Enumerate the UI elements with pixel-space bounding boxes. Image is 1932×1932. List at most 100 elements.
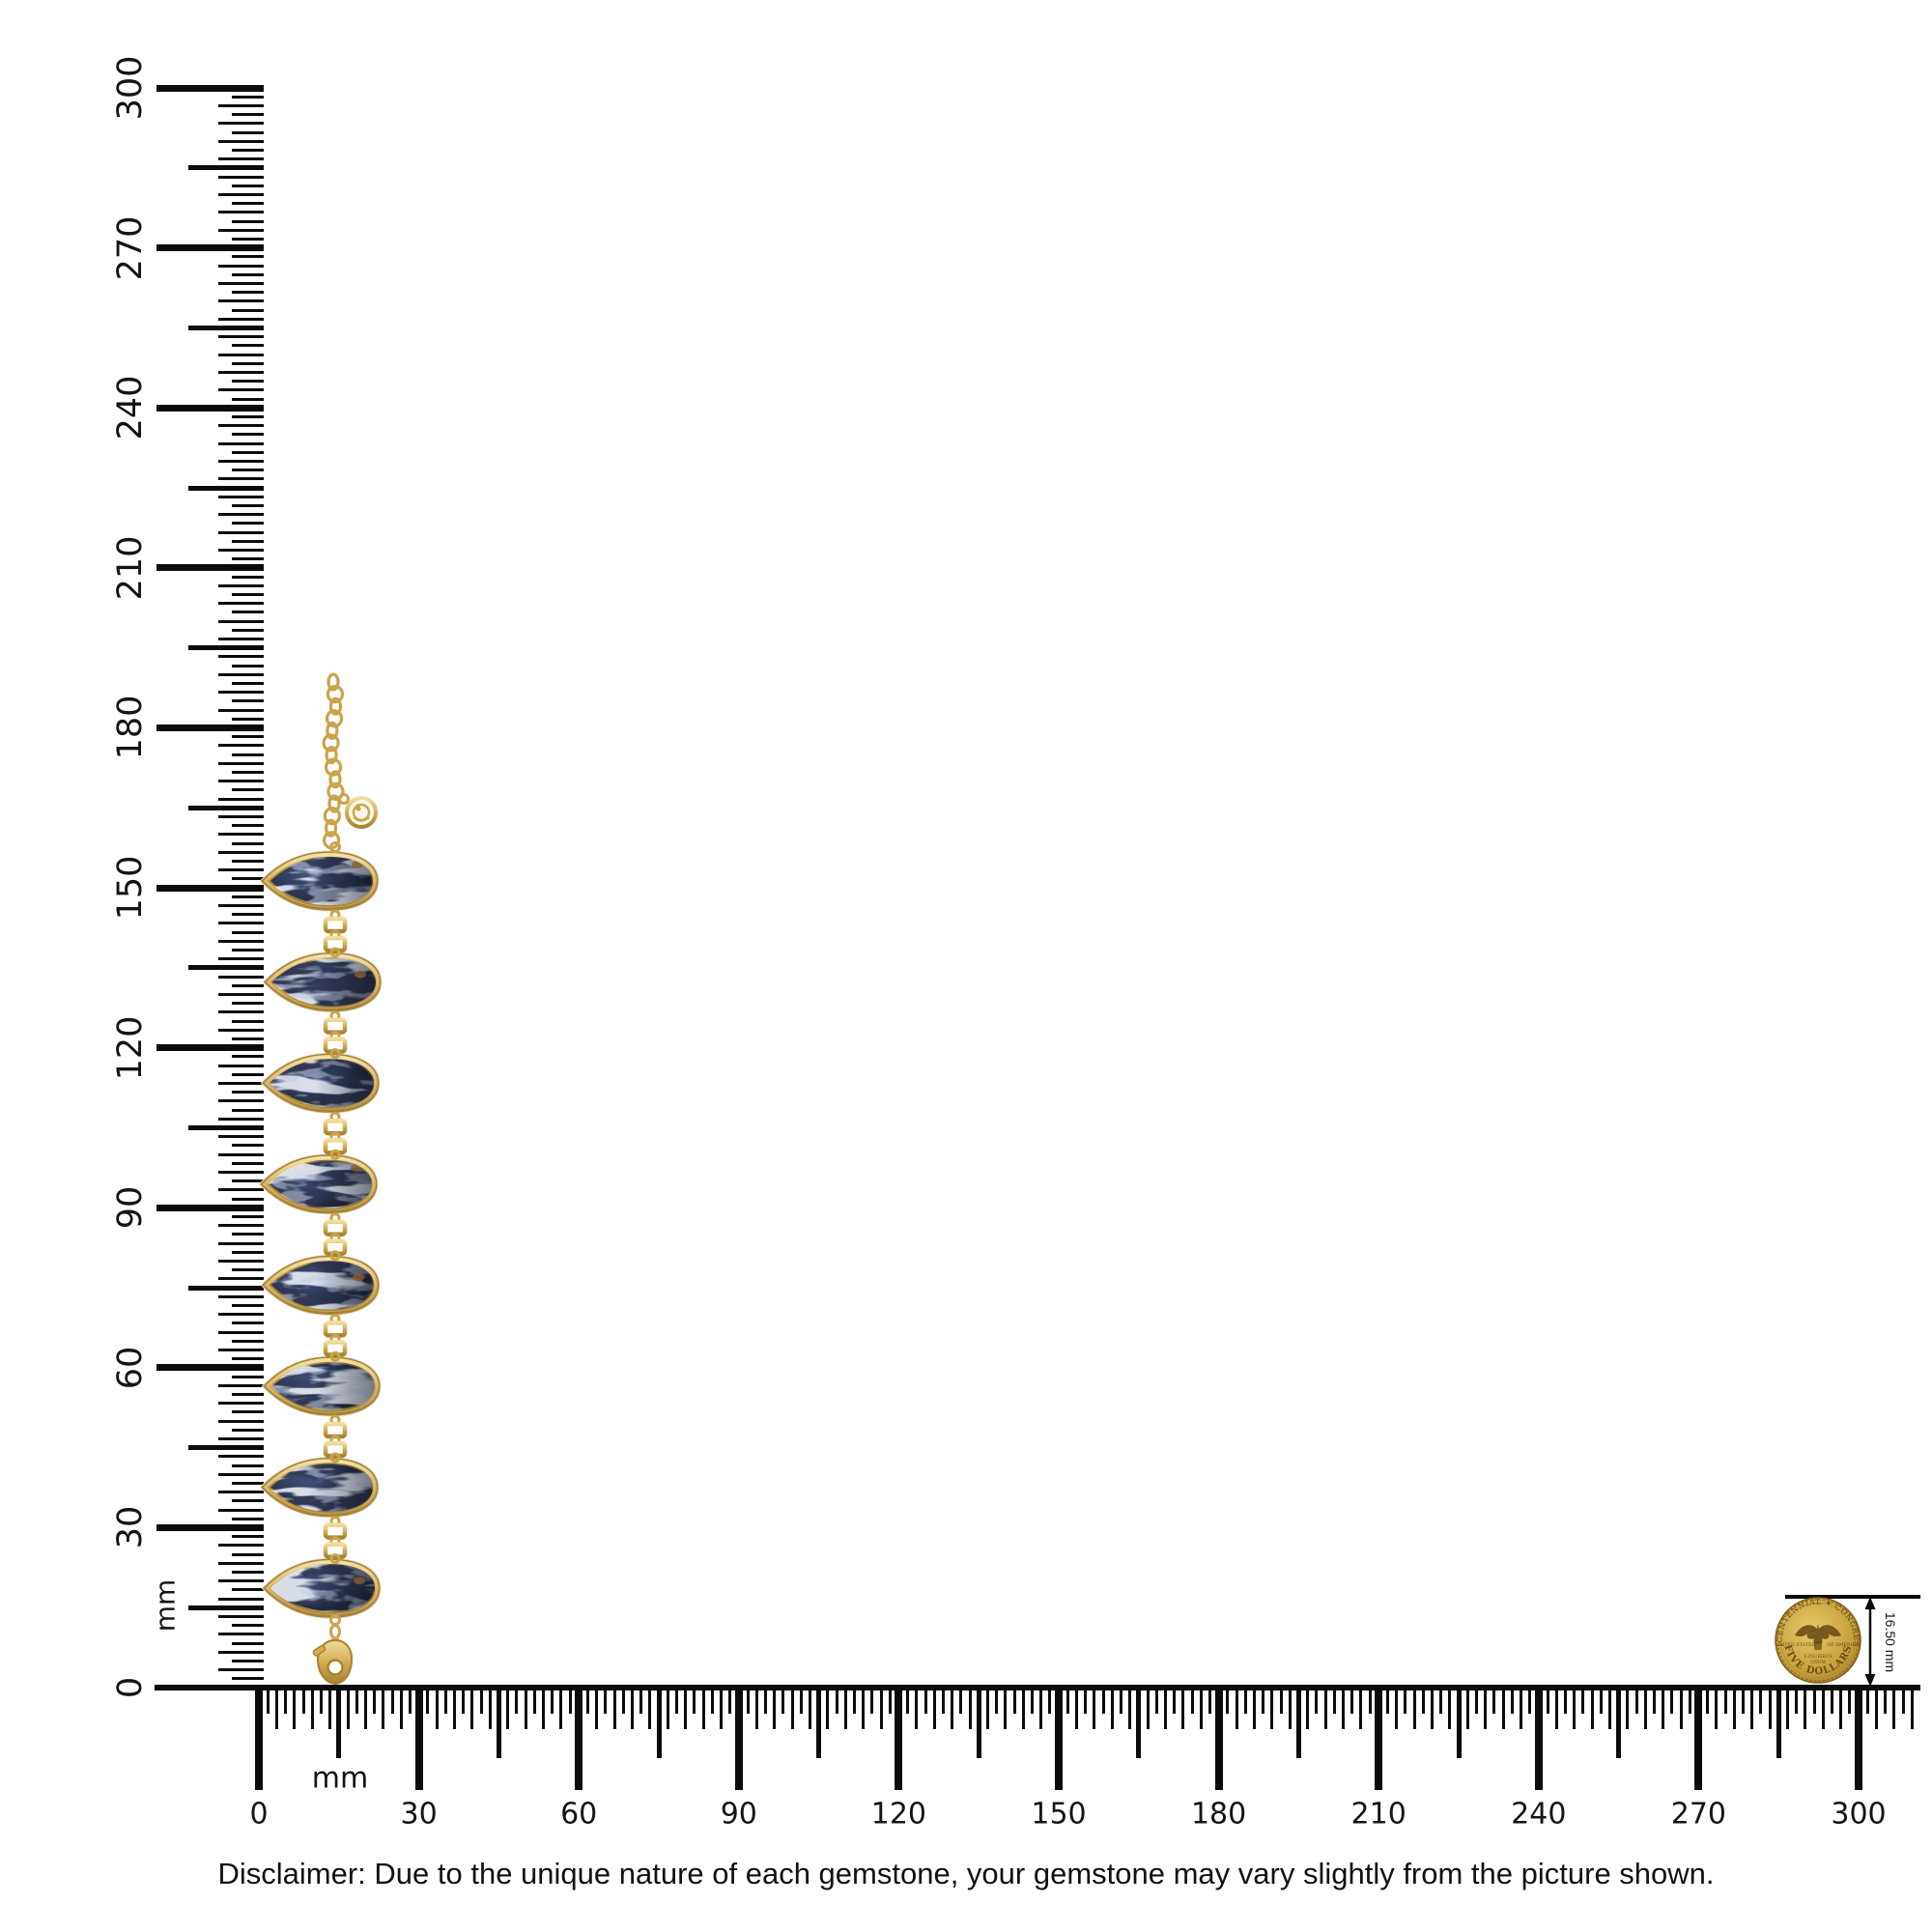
ruler-tick <box>684 1688 688 1729</box>
ruler-tick <box>1119 1688 1122 1714</box>
ruler-tick <box>1785 1688 1789 1729</box>
ruler-tick <box>1768 1688 1772 1729</box>
chain-link <box>328 696 343 716</box>
ruler-tick <box>1643 1688 1647 1729</box>
ruler-tick <box>188 325 264 330</box>
horizontal-ruler-label: 0 <box>249 1797 269 1832</box>
ruler-tick <box>1368 1688 1372 1714</box>
gemstone <box>260 1254 381 1316</box>
horizontal-ruler-label: 30 <box>400 1797 438 1832</box>
ruler-tick <box>1812 1688 1816 1714</box>
gemstone <box>259 1457 380 1519</box>
ruler-tick <box>835 1688 838 1714</box>
ruler-tick <box>218 672 264 676</box>
ruler-tick <box>843 1688 847 1729</box>
ruler-tick <box>951 1688 954 1729</box>
ruler-tick <box>218 513 264 517</box>
ruler-tick <box>232 681 264 685</box>
ruler-tick <box>218 1561 264 1565</box>
ruler-tick <box>232 1339 264 1343</box>
ruler-tick <box>319 1688 323 1714</box>
ruler-tick <box>232 1677 264 1681</box>
ruler-tick <box>218 281 264 285</box>
ruler-tick <box>218 548 264 552</box>
ruler-tick <box>355 1688 358 1714</box>
ruler-tick <box>470 1688 474 1729</box>
ruler-tick <box>1456 1688 1462 1758</box>
ruler-tick <box>1412 1688 1416 1729</box>
ruler-tick <box>218 1081 264 1085</box>
coin-top-reference-line <box>1785 1595 1920 1599</box>
ruler-tick <box>1315 1688 1319 1714</box>
ruler-tick <box>232 1002 264 1006</box>
ruler-tick <box>232 895 264 898</box>
ruler-tick <box>1448 1688 1452 1729</box>
ruler-tick <box>452 1688 456 1729</box>
ruler-tick <box>1865 1688 1869 1714</box>
ruler-tick <box>156 1523 264 1531</box>
ruler-tick <box>479 1688 483 1714</box>
ruler-tick <box>435 1688 439 1729</box>
ruler-tick <box>1795 1688 1799 1714</box>
ruler-tick <box>218 1614 264 1618</box>
ruler-tick <box>218 264 264 268</box>
ruler-tick <box>621 1688 625 1714</box>
ruler-tick <box>790 1688 794 1729</box>
ruler-tick <box>232 1641 264 1645</box>
ruler-tick <box>1350 1688 1354 1714</box>
ruler-tick <box>232 1517 264 1520</box>
ruler-tick <box>232 913 264 917</box>
ruler-tick <box>218 317 264 321</box>
ruler-tick <box>426 1688 430 1714</box>
ruler-tick <box>346 1688 350 1729</box>
ruler-tick <box>218 619 264 623</box>
amber-inclusion <box>355 970 366 979</box>
ruler-tick <box>852 1688 856 1714</box>
gemstone <box>258 1153 379 1215</box>
ruler-tick <box>1181 1688 1185 1729</box>
ruler-tick <box>648 1688 652 1729</box>
ruler-tick <box>232 1499 264 1503</box>
ruler-tick <box>1279 1688 1283 1714</box>
ruler-tick <box>188 485 264 491</box>
horizontal-ruler-label: 300 <box>1831 1797 1887 1832</box>
ruler-tick <box>218 1650 264 1654</box>
chain-link <box>323 1414 348 1463</box>
ruler-tick <box>1074 1688 1078 1729</box>
ruler-tick <box>218 992 264 996</box>
ruler-tick <box>1226 1688 1230 1714</box>
ruler-tick <box>232 1303 264 1307</box>
ruler-tick <box>328 1688 332 1729</box>
ruler-tick <box>218 833 264 837</box>
ruler-tick <box>941 1688 945 1714</box>
ruler-tick <box>1776 1688 1781 1758</box>
ruler-tick <box>218 797 264 801</box>
ruler-tick <box>1332 1688 1336 1714</box>
ruler-tick <box>1243 1688 1247 1714</box>
gemstone <box>259 850 380 912</box>
ruler-tick <box>1723 1688 1727 1714</box>
coin-diameter-arrow <box>1864 1597 1876 1687</box>
ruler-tick <box>232 1144 264 1148</box>
ruler-tick <box>674 1688 678 1714</box>
ruler-tick <box>232 148 264 152</box>
coin-eagle <box>1795 1624 1841 1645</box>
ruler-tick <box>232 1463 264 1467</box>
ruler-tick <box>232 1268 264 1272</box>
chain-link <box>327 781 345 802</box>
ruler-tick <box>232 539 264 543</box>
ruler-baseline <box>155 1685 1920 1690</box>
ruler-tick <box>808 1688 811 1729</box>
ruler-tick <box>218 139 264 143</box>
ruler-tick <box>232 1019 264 1023</box>
chain-link <box>323 1010 348 1060</box>
ruler-tick <box>232 1197 264 1201</box>
ruler-tick <box>612 1688 616 1729</box>
ruler-tick <box>870 1688 874 1714</box>
ruler-tick <box>1573 1688 1577 1729</box>
ruler-tick <box>1430 1688 1434 1729</box>
ruler-tick <box>773 1688 777 1729</box>
ruler-tick <box>218 1313 264 1317</box>
ruler-tick <box>232 255 264 259</box>
ruler-tick <box>1804 1688 1807 1729</box>
